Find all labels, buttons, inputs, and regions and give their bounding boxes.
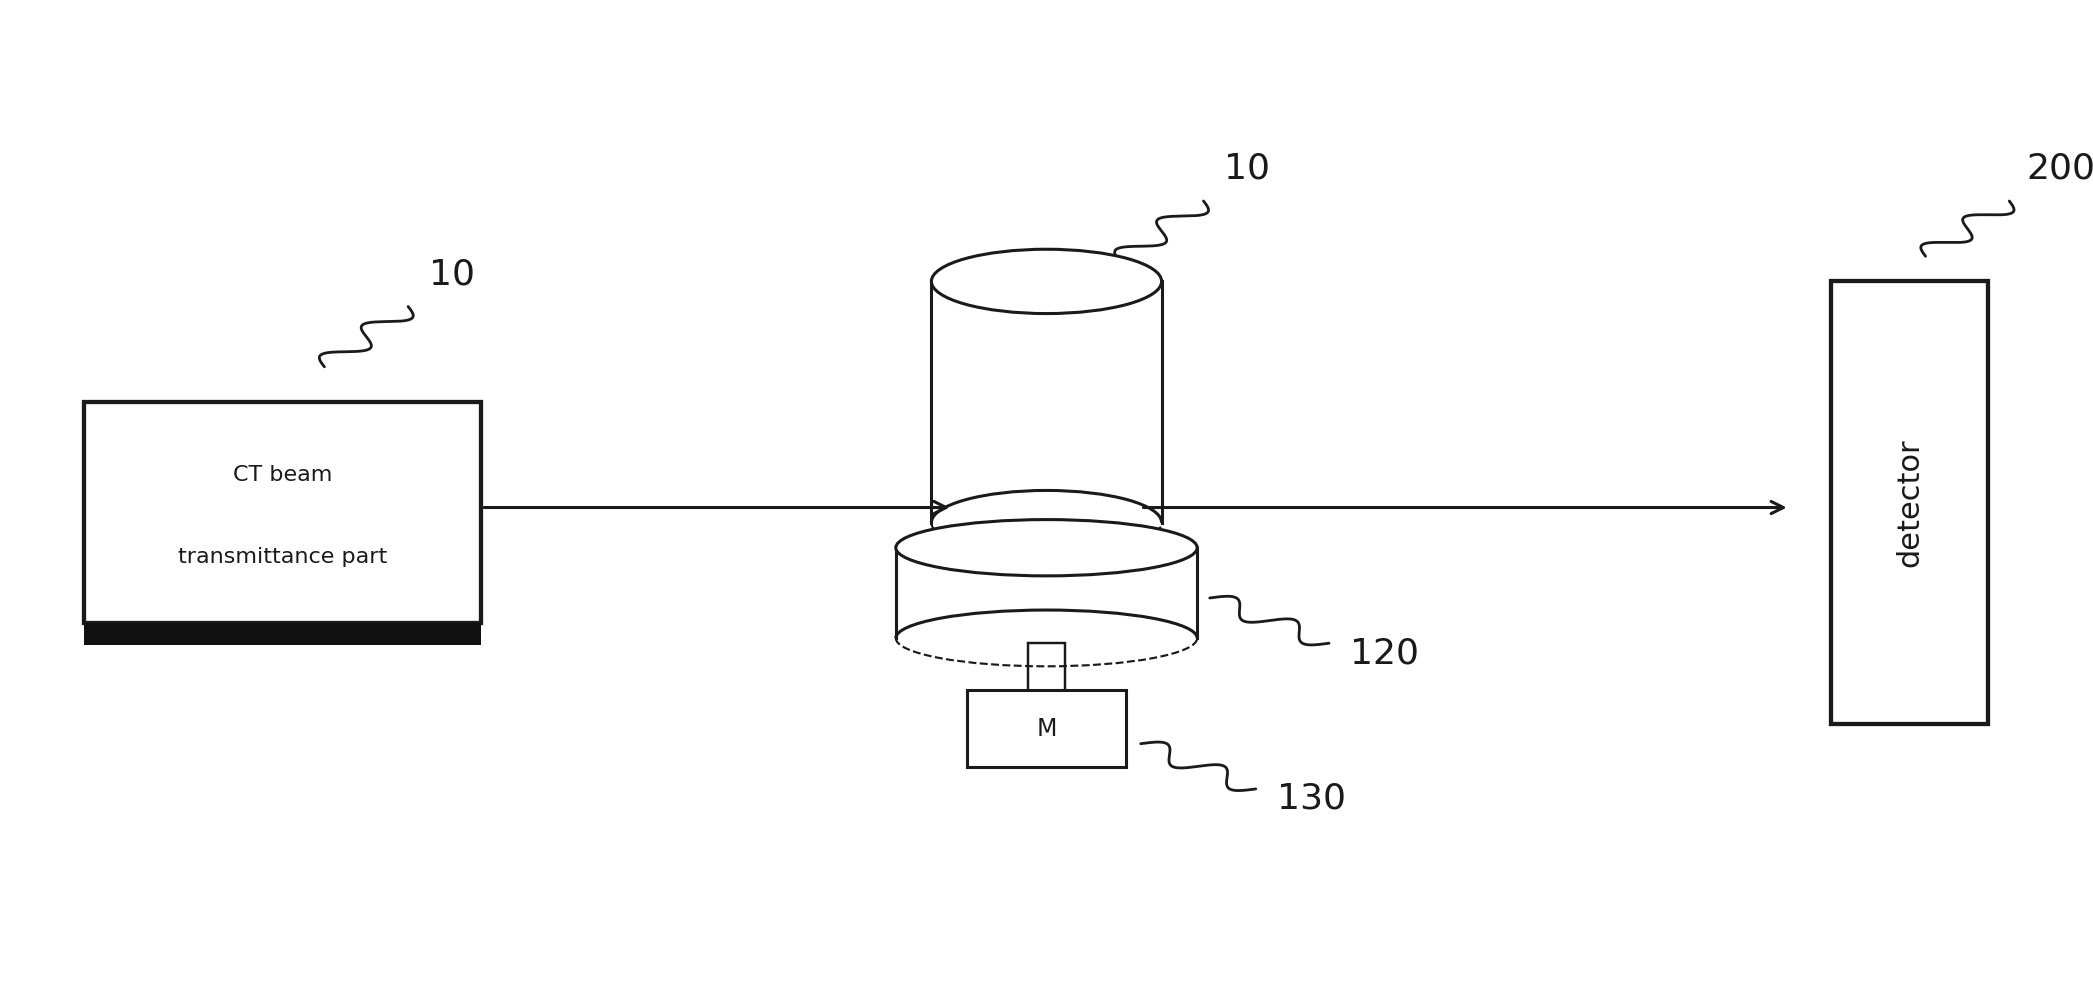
- Text: 120: 120: [1350, 636, 1419, 670]
- Text: M: M: [1036, 717, 1057, 741]
- Bar: [84, 623, 481, 645]
- Polygon shape: [896, 548, 1197, 638]
- Bar: [1028, 643, 1065, 693]
- Bar: [967, 690, 1126, 767]
- Ellipse shape: [896, 520, 1197, 576]
- Text: 130: 130: [1277, 782, 1346, 816]
- Text: 10: 10: [429, 257, 475, 291]
- Text: 200: 200: [2026, 152, 2093, 186]
- Text: detector: detector: [1896, 438, 1923, 567]
- Text: transmittance part: transmittance part: [178, 547, 387, 567]
- Bar: [1831, 281, 1988, 724]
- Text: CT beam: CT beam: [232, 465, 333, 485]
- Bar: [84, 402, 481, 623]
- Polygon shape: [931, 281, 1162, 523]
- Ellipse shape: [931, 249, 1162, 314]
- Text: 10: 10: [1224, 152, 1270, 186]
